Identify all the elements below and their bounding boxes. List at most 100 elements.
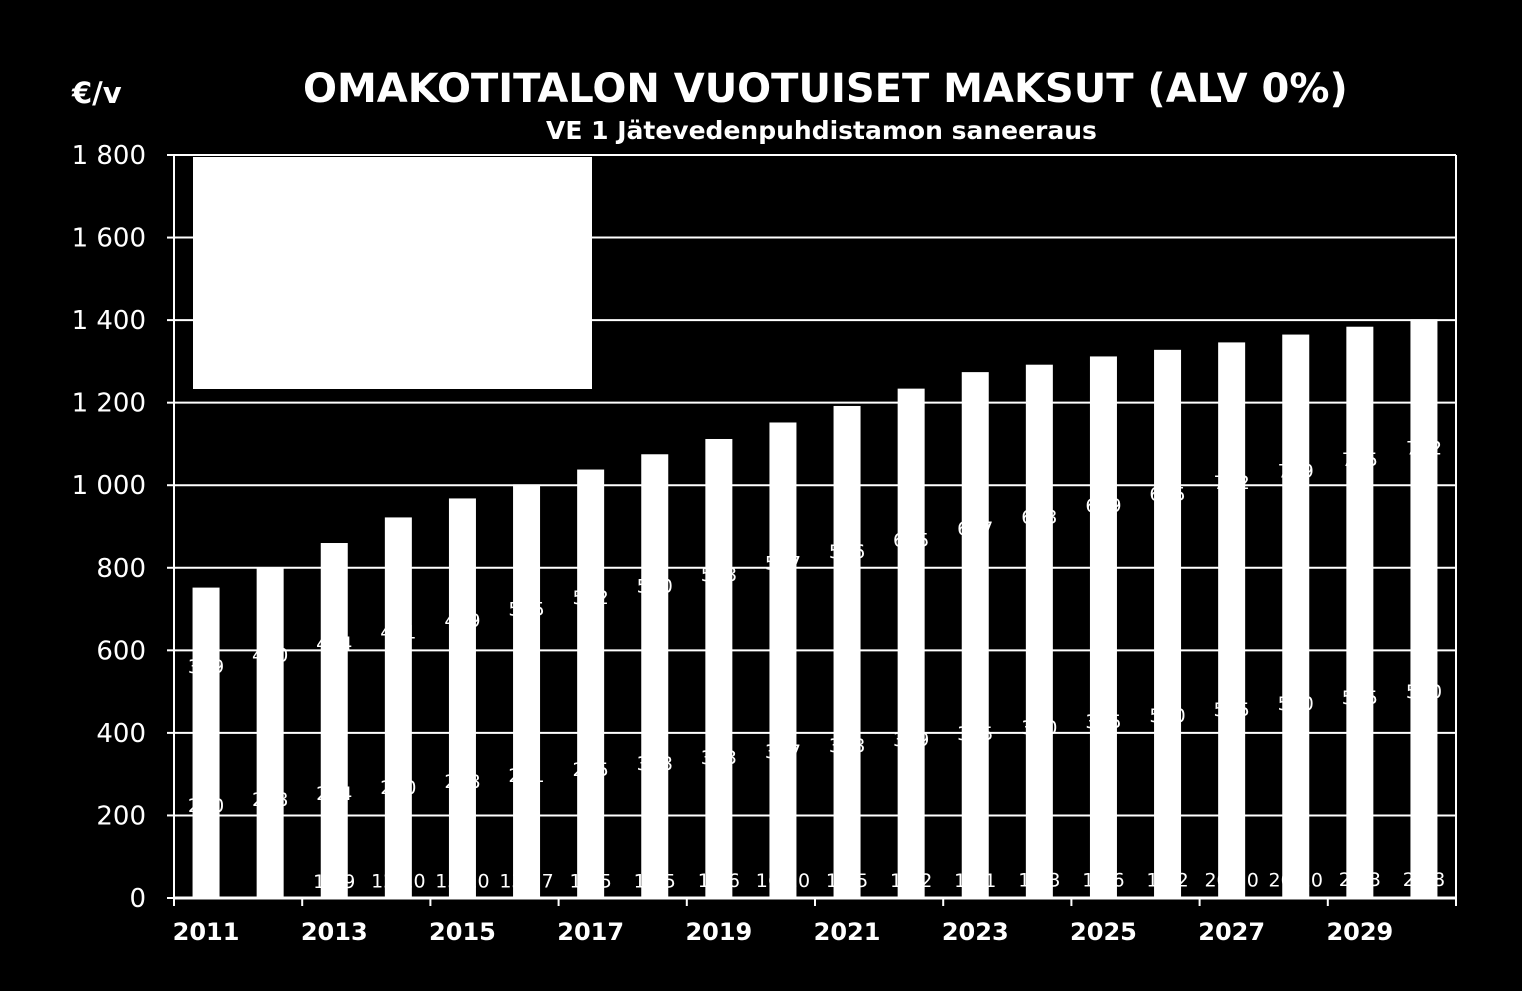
data-label-mid-low: 515 xyxy=(1214,699,1250,721)
data-label-mid-low: 200 xyxy=(188,795,224,817)
data-label-bottom: 14,5 xyxy=(569,870,611,892)
data-label-mid-high: 410 xyxy=(252,645,288,667)
data-label-mid-low: 268 xyxy=(444,771,480,793)
data-label-mid-high: 489 xyxy=(444,610,480,632)
data-label-bottom: 13,10 xyxy=(435,871,489,893)
data-label-mid-high: 637 xyxy=(957,518,993,540)
data-label-mid-high: 540 xyxy=(637,576,673,598)
bar-2011 xyxy=(192,587,220,898)
bar-2026 xyxy=(1154,349,1182,898)
bar-2013 xyxy=(320,543,348,898)
data-label-bottom: 12,10 xyxy=(371,871,425,893)
data-label-mid-low: 337 xyxy=(765,741,801,763)
data-label-mid-high: 389 xyxy=(188,656,224,678)
bar-2018 xyxy=(641,454,669,898)
bar-2014 xyxy=(384,517,412,898)
data-label-bottom: 21,3 xyxy=(1339,869,1381,891)
bar-2024 xyxy=(1025,364,1053,898)
data-label-mid-low: 348 xyxy=(829,735,865,757)
data-label-mid-low: 308 xyxy=(637,753,673,775)
y-tick-label: 1 800 xyxy=(72,141,146,171)
data-label-mid-low: 530 xyxy=(1278,693,1314,715)
data-label-mid-high: 685 xyxy=(1149,484,1185,506)
data-label-bottom: 19,2 xyxy=(1146,870,1188,892)
data-label-mid-high: 702 xyxy=(1214,472,1250,494)
bar-2017 xyxy=(577,469,605,898)
data-label-mid-low: 375 xyxy=(957,723,993,745)
data-label-bottom: 11,9 xyxy=(313,871,355,893)
bar-2020 xyxy=(769,422,797,898)
x-tick-label: 2017 xyxy=(557,918,624,946)
data-label-mid-low: 208 xyxy=(252,789,288,811)
data-label-bottom: 22,8 xyxy=(1403,869,1445,891)
bar-2030 xyxy=(1410,319,1438,899)
data-label-mid-low: 545 xyxy=(1342,687,1378,709)
data-label-bottom: 15,6 xyxy=(698,870,740,892)
chart-title: OMAKOTITALON VUOTUISET MAKSUT (ALV 0%) xyxy=(303,66,1348,112)
data-label-mid-low: 380 xyxy=(1021,717,1057,739)
y-axis-label: €/v xyxy=(72,76,122,110)
y-tick-label: 800 xyxy=(96,554,146,584)
data-label-mid-low: 323 xyxy=(701,747,737,769)
bar-2012 xyxy=(256,567,284,898)
x-tick-label: 2013 xyxy=(301,918,368,946)
data-label-mid-high: 522 xyxy=(573,587,609,609)
data-label-bottom: 20,10 xyxy=(1269,869,1323,891)
data-label-bottom: 16,5 xyxy=(826,870,868,892)
bar-2022 xyxy=(897,388,925,898)
data-label-mid-high: 719 xyxy=(1278,461,1314,483)
x-tick-label: 2027 xyxy=(1198,918,1265,946)
y-tick-label: 1 000 xyxy=(72,471,146,501)
data-label-mid-high: 577 xyxy=(765,553,801,575)
x-tick-label: 2025 xyxy=(1070,918,1137,946)
legend-box xyxy=(193,157,592,389)
x-tick-label: 2011 xyxy=(173,918,240,946)
data-label-mid-high: 471 xyxy=(380,622,416,644)
y-tick-label: 0 xyxy=(129,884,146,914)
y-tick-label: 1 400 xyxy=(72,306,146,336)
data-label-mid-high: 444 xyxy=(316,633,352,655)
bar-2019 xyxy=(705,438,733,898)
bar-2029 xyxy=(1346,326,1374,898)
y-tick-label: 400 xyxy=(96,719,146,749)
data-label-mid-low: 560 xyxy=(1406,681,1442,703)
chart-subtitle: VE 1 Jätevedenpuhdistamon saneeraus xyxy=(546,116,1097,145)
data-label-mid-low: 250 xyxy=(380,777,416,799)
x-tick-label: 2023 xyxy=(942,918,1009,946)
data-label-mid-low: 500 xyxy=(1149,705,1185,727)
y-tick-label: 200 xyxy=(96,801,146,831)
bar-2027 xyxy=(1218,342,1246,898)
data-label-bottom: 20,10 xyxy=(1204,869,1258,891)
data-label-bottom: 14,5 xyxy=(634,870,676,892)
data-label-bottom: 18,3 xyxy=(1018,870,1060,892)
bar-2015 xyxy=(448,498,476,898)
data-label-mid-low: 295 xyxy=(573,759,609,781)
data-label-mid-high: 615 xyxy=(893,530,929,552)
data-label-mid-high: 752 xyxy=(1406,438,1442,460)
data-label-mid-low: 395 xyxy=(1085,711,1121,733)
bar-2016 xyxy=(513,484,541,898)
data-label-bottom: 83 xyxy=(194,871,218,893)
data-label-mid-high: 735 xyxy=(1342,449,1378,471)
data-label-mid-low: 234 xyxy=(316,783,352,805)
x-tick-label: 2029 xyxy=(1326,918,1393,946)
data-label-bottom: 17,1 xyxy=(954,870,996,892)
data-label-bottom: 13,17 xyxy=(499,871,553,893)
data-label-mid-high: 653 xyxy=(1021,507,1057,529)
data-label-mid-high: 596 xyxy=(829,541,865,563)
data-label-mid-low: 281 xyxy=(508,765,544,787)
data-label-bottom: 18,6 xyxy=(1082,870,1124,892)
x-tick-label: 2019 xyxy=(685,918,752,946)
data-label-bottom: 16,2 xyxy=(890,870,932,892)
data-label-mid-high: 558 xyxy=(701,564,737,586)
y-tick-label: 1 600 xyxy=(72,224,146,254)
data-label-mid-high: 505 xyxy=(508,599,544,621)
data-label-mid-high: 669 xyxy=(1085,495,1121,517)
data-label-bottom: 84 xyxy=(258,871,282,893)
bar-2028 xyxy=(1282,334,1310,898)
y-tick-label: 1 200 xyxy=(72,389,146,419)
data-label-mid-low: 359 xyxy=(893,729,929,751)
data-label-bottom: 16,10 xyxy=(756,870,810,892)
